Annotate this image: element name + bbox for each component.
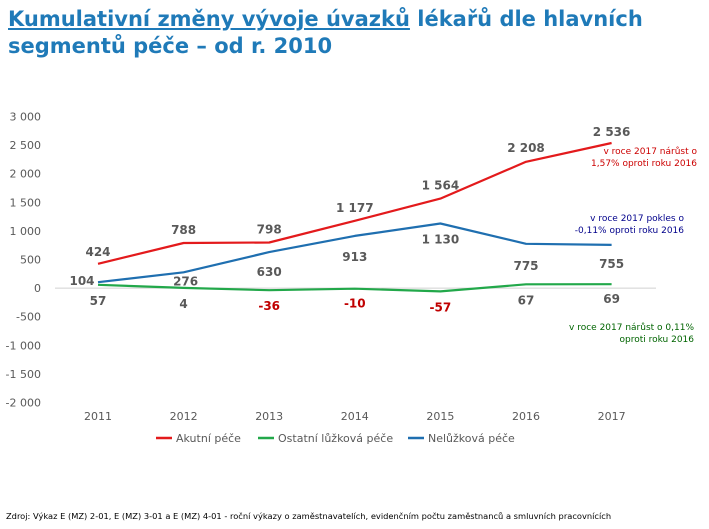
x-tick-label: 2011 [84, 410, 112, 423]
outpatient-data-label: 1 130 [422, 232, 460, 246]
x-tick-label: 2015 [426, 410, 454, 423]
annotation-text: -0,11% oproti roku 2016 [575, 226, 685, 236]
other-inpatient-data-label: -10 [344, 297, 366, 311]
source-footnote: Zdroj: Výkaz E (MZ) 2-01, E (MZ) 3-01 a … [6, 511, 612, 521]
x-tick-label: 2013 [255, 410, 283, 423]
y-tick-label: 2 000 [10, 168, 42, 181]
legend-other-inpatient-label: Ostatní lůžková péče [278, 432, 393, 445]
y-tick-label: 1 500 [10, 196, 42, 209]
legend-outpatient-label: Nelůžková péče [428, 432, 515, 445]
other-inpatient-data-label: 69 [603, 292, 620, 306]
x-tick-label: 2017 [598, 410, 626, 423]
legend-acute-care-label: Akutní péče [176, 432, 241, 445]
y-tick-label: 2 500 [10, 139, 42, 152]
annotation-text: v roce 2017 nárůst o [603, 146, 697, 157]
acute-care-data-label: 2 208 [507, 141, 545, 155]
x-tick-label: 2016 [512, 410, 540, 423]
outpatient-data-label: 775 [513, 259, 538, 273]
acute-care-data-label: 1 564 [422, 179, 460, 193]
y-tick-label: 1 000 [10, 225, 42, 238]
other-inpatient-line [97, 283, 612, 293]
chart-title-underlined: Kumulativní změny vývoje úvazků [8, 7, 410, 31]
acute-care-data-label: 788 [171, 223, 196, 237]
other-inpatient-data-label: -57 [430, 300, 452, 314]
y-tick-label: -2 000 [6, 397, 41, 410]
x-tick-label: 2012 [170, 410, 198, 423]
acute-care-line [97, 141, 612, 265]
y-tick-label: 500 [20, 254, 41, 267]
outpatient-data-label: 913 [342, 250, 367, 264]
acute-care-data-label: 424 [85, 245, 110, 259]
other-inpatient-data-label: -36 [258, 299, 280, 313]
line-chart: 3 000 2 500 2 000 1 500 1 000 500 0 -500 -1 000 -… [6, 111, 698, 446]
chart-title-rest: lékařů dle hlavních segmentů péče – od r… [8, 7, 643, 58]
y-tick-label: 3 000 [10, 111, 42, 124]
outpatient-data-label: 630 [257, 265, 282, 279]
acute-care-data-label: 1 177 [336, 201, 374, 215]
other-inpatient-data-label: 4 [179, 297, 187, 311]
annotation-text: 1,57% oproti roku 2016 [591, 159, 697, 169]
other-inpatient-data-label: 57 [90, 294, 107, 308]
y-tick-label: -500 [16, 311, 41, 324]
annotation-text: v roce 2017 pokles o [590, 214, 684, 224]
x-tick-label: 2014 [341, 410, 369, 423]
other-inpatient-data-label: 67 [518, 293, 535, 307]
acute-care-data-label: 2 536 [593, 125, 631, 139]
y-tick-label: 0 [34, 282, 41, 295]
acute-care-data-label: 798 [257, 222, 282, 236]
chart-title: Kumulativní změny vývoje úvazků lékařů d… [8, 6, 698, 60]
y-tick-label: -1 000 [6, 339, 41, 352]
outpatient-data-label: 755 [599, 257, 624, 271]
y-tick-label: -1 500 [6, 368, 41, 381]
annotation-text: v roce 2017 nárůst o 0,11% [569, 322, 694, 333]
outpatient-data-label: 276 [173, 274, 198, 288]
annotation-text: oproti roku 2016 [619, 335, 694, 345]
outpatient-line [97, 222, 612, 284]
outpatient-data-label: 104 [69, 274, 94, 288]
